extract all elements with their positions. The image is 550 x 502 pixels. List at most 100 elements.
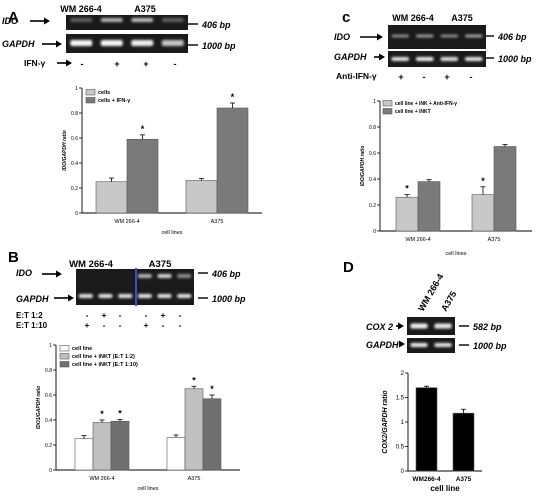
ratio-label: E:T 1:2	[16, 311, 43, 320]
category-label: WM 266-4	[405, 237, 430, 243]
gel-gapdh-c	[388, 51, 486, 67]
cell-line-label: A375	[134, 4, 156, 14]
cell-line-label: WM 266-4	[69, 259, 114, 270]
gel-band	[161, 18, 184, 22]
gel-band	[410, 343, 428, 347]
legend-swatch	[382, 100, 393, 107]
x-axis-title: cell lines	[161, 230, 182, 236]
chart-b: 0 0.2 0.4 0.6 0.8 1 * * WM 266-4 * * A375 cell lines…	[36, 343, 240, 492]
gel-band	[391, 57, 410, 61]
y-axis-title: IDO1/GAPDH ratio	[36, 386, 42, 429]
y-tick-label: 2	[401, 371, 405, 377]
significance-asterisk: *	[118, 408, 122, 418]
legend-label: cell line + iNKT	[395, 109, 431, 115]
significance-asterisk: *	[192, 375, 196, 385]
bar	[95, 181, 128, 214]
chart-a: 0 0.2 0.4 0.6 0.8 1 * WM 266-4 * A375 cell lines ID…	[62, 86, 262, 236]
ratio-mark: +	[102, 310, 107, 320]
significance-asterisk: *	[100, 409, 104, 419]
gel-cox2-d	[407, 317, 455, 335]
significance-asterisk: *	[210, 384, 214, 394]
arrow-icon	[57, 59, 72, 67]
x-axis-title: cell lines	[137, 486, 158, 492]
gel-band	[440, 34, 459, 38]
band-size-label: 1000 bp	[212, 294, 246, 304]
gel-band	[464, 34, 483, 38]
bar	[395, 196, 419, 232]
panel-c: c WM 266-4 A375 IDO GAPDH 406 bp 1000 bp Anti-I…	[334, 9, 532, 82]
treatment-mark: -	[470, 72, 473, 82]
arrow-icon	[399, 340, 405, 348]
gel-band	[137, 274, 152, 278]
band-size-label: 1000 bp	[202, 41, 236, 51]
legend-label: cell line + iNK + Anti-IFN-γ	[395, 101, 457, 107]
ratio-mark: -	[119, 320, 122, 330]
gel-gapdh-a	[66, 34, 188, 53]
legend-swatch	[59, 353, 70, 360]
chart-c: 0 0.2 0.4 0.6 0.8 1 * WM 266-4 * A375 cell lines ID…	[360, 99, 532, 257]
legend-label: cell line + iNKT (E:T 1:10)	[72, 362, 138, 368]
ratio-mark: -	[179, 320, 182, 330]
ratio-mark: -	[119, 310, 122, 320]
panel-letter: B	[8, 249, 19, 266]
gel-band	[100, 40, 123, 46]
y-tick-label: 0.5	[396, 445, 405, 451]
ratio-mark: -	[179, 310, 182, 320]
panel-a: A WM 266-4 A375 IDO GAPDH 406 bp 1000 bp IFN-γ -…	[2, 4, 236, 69]
gel-band	[391, 34, 410, 38]
gene-label: GAPDH	[2, 39, 35, 49]
category-label: A375	[188, 476, 201, 482]
treatment-mark: +	[143, 59, 148, 69]
legend-swatch	[59, 345, 70, 352]
cell-line-label: WM 266-4	[392, 13, 434, 23]
gel-background	[66, 15, 188, 30]
category-label: A375	[456, 476, 472, 483]
gel-band	[161, 40, 184, 46]
y-tick-label: 0.8	[45, 368, 52, 374]
gel-ido-c	[388, 25, 486, 49]
bar	[184, 388, 204, 471]
bar	[493, 146, 517, 232]
y-tick-label: 0.4	[45, 418, 52, 424]
arrow-icon	[42, 270, 62, 278]
y-axis-title: IDO/GAPDH ratio	[360, 146, 366, 187]
gel-gapdh-d	[407, 338, 455, 353]
gel-band	[98, 294, 113, 298]
legend-label: cell line + iNKT (E:T 1:2)	[72, 354, 135, 360]
y-tick-label: 1	[401, 420, 405, 426]
treatment-mark: -	[174, 59, 177, 69]
gel-band	[157, 274, 172, 278]
treatment-mark: +	[398, 72, 403, 82]
y-tick-label: 0	[373, 229, 376, 235]
legend-label: cells	[98, 90, 110, 96]
gene-label: IDO	[334, 32, 350, 42]
gel-band	[440, 57, 459, 61]
panel-letter: D	[343, 259, 354, 276]
ratio-mark: -	[145, 310, 148, 320]
legend-swatch	[382, 108, 393, 115]
bar	[415, 387, 438, 472]
significance-asterisk: *	[141, 124, 145, 134]
bar	[452, 412, 475, 472]
gene-label: GAPDH	[366, 340, 399, 350]
band-size-label: 406 bp	[201, 20, 231, 30]
band-size-label: 1000 bp	[473, 341, 507, 351]
bar	[417, 181, 441, 232]
cell-line-label: A375	[439, 289, 458, 313]
y-tick-label: 0.4	[369, 177, 376, 183]
y-tick-label: 0.2	[369, 203, 376, 209]
ratio-mark: -	[162, 320, 165, 330]
y-tick-label: 0.6	[369, 151, 376, 157]
gel-band	[137, 294, 152, 298]
category-label: WM266-4	[412, 476, 441, 483]
panel-b: B WM 266-4 A375 IDO GAPDH 406 bp 1000 bp E:T 1:…	[8, 249, 246, 330]
gel-background	[407, 317, 455, 335]
legend-label: cells + IFN-γ	[98, 98, 131, 104]
category-label: WM 266-4	[89, 476, 114, 482]
y-tick-label: 0.6	[71, 136, 78, 142]
gel-band	[118, 294, 133, 298]
gene-label: GAPDH	[334, 52, 367, 62]
treatment-label: IFN-γ	[24, 58, 46, 68]
gel-ido-a	[66, 15, 188, 30]
